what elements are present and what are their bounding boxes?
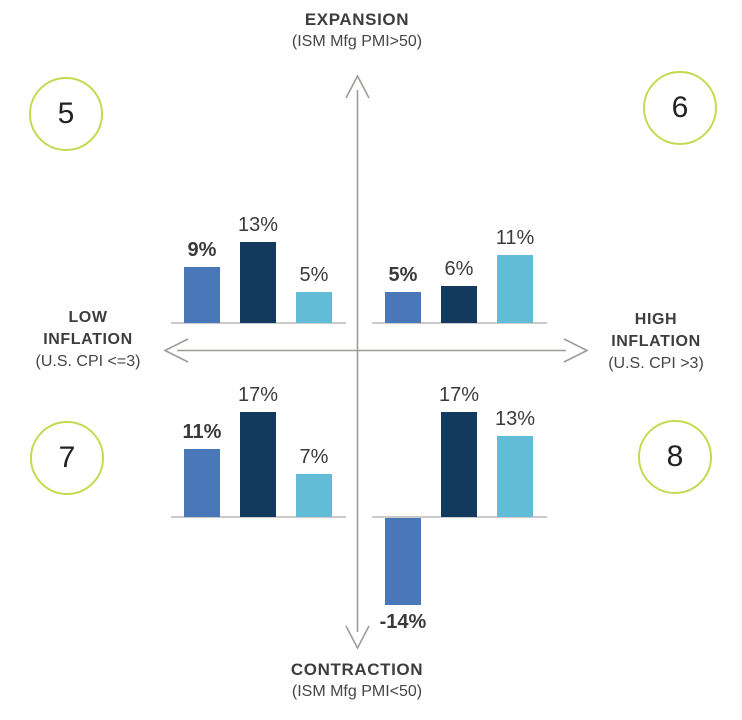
bar-value-label: 17% [438,384,480,406]
bar-value-label: 13% [237,214,279,236]
bar-q7-series2 [240,412,276,517]
bar-value-label: 7% [299,446,329,468]
quadrant-circle-5: 5 [29,77,103,151]
quadrant-number: 6 [671,91,689,124]
axis-caption-expansion: EXPANSION (ISM Mfg PMI>50) [217,8,497,53]
arrow-left-icon [163,338,189,363]
low-inflation-line1: LOW [68,309,108,326]
bar-q7-series1 [184,449,220,517]
low-inflation-line2: INFLATION [43,331,133,348]
bar-q6-series2 [441,286,477,323]
baseline [372,516,547,518]
bar-value-label: 5% [299,264,329,286]
bar-value-label: -14% [379,611,427,633]
high-inflation-line2: INFLATION [611,333,701,350]
quadrant-number: 8 [666,440,684,473]
bar-value-label: 13% [494,408,536,430]
baseline [372,322,547,324]
low-inflation-subtitle: (U.S. CPI <=3) [35,353,141,370]
quadrant-circle-7: 7 [30,421,104,495]
bar-q6-series3 [497,255,533,323]
arrow-up-icon [345,74,370,99]
bar-value-label: 11% [495,227,535,249]
arrow-down-icon [345,625,370,650]
contraction-subtitle: (ISM Mfg PMI<50) [291,683,423,700]
arrow-right-icon [563,338,589,363]
quadrant-circle-6: 6 [643,71,717,145]
bar-value-label: 5% [388,264,418,286]
high-inflation-line1: HIGH [634,311,678,328]
bar-q6-series1 [385,292,421,323]
bar-value-label: 11% [182,421,222,443]
contraction-title: CONTRACTION [290,660,424,679]
bar-q5-series1 [184,267,220,323]
axis-caption-low-inflation: LOW INFLATION (U.S. CPI <=3) [10,307,166,373]
quadrant-circle-8: 8 [638,420,712,494]
bar-q8-series1 [385,518,421,605]
bar-q5-series3 [296,292,332,323]
quadrant-number: 7 [58,441,76,474]
bar-value-label: 6% [444,258,474,280]
expansion-title: EXPANSION [304,10,410,29]
axis-caption-high-inflation: HIGH INFLATION (U.S. CPI >3) [578,309,734,375]
baseline [171,516,346,518]
expansion-subtitle: (ISM Mfg PMI>50) [291,33,423,50]
bar-q5-series2 [240,242,276,323]
bar-q8-series2 [441,412,477,517]
bar-q8-series3 [497,436,533,517]
baseline [171,322,346,324]
quadrant-number: 5 [57,97,75,130]
bar-value-label: 9% [187,239,217,261]
axis-caption-contraction: CONTRACTION (ISM Mfg PMI<50) [217,658,497,703]
bar-value-label: 17% [237,384,279,406]
high-inflation-subtitle: (U.S. CPI >3) [608,355,704,372]
bar-q7-series3 [296,474,332,517]
